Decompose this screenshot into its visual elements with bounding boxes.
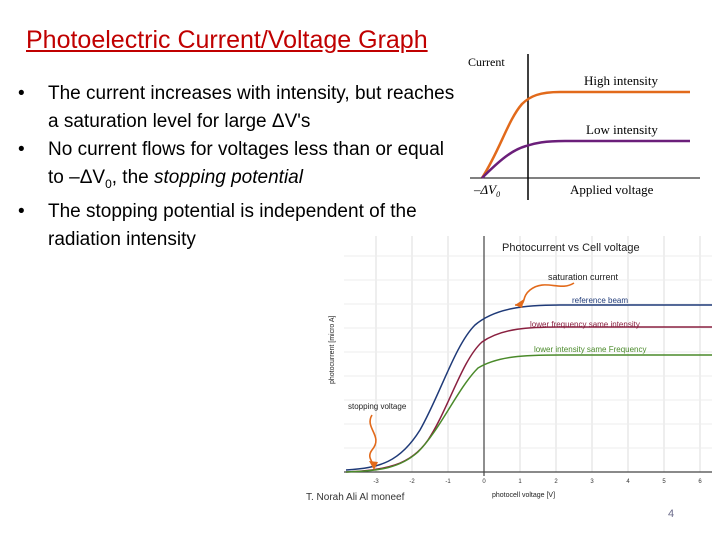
graph2-tick-label: 0 [482, 479, 486, 485]
graph1-y-label: Current [468, 55, 505, 69]
stopping-arrow-icon [368, 414, 377, 469]
svg-text:–ΔV0: –ΔV0 [473, 182, 500, 199]
lower-intensity-curve [345, 354, 712, 473]
graph2-tick-label: -1 [445, 479, 451, 485]
stopping-voltage-label: stopping voltage [348, 402, 407, 411]
graph2-grid [344, 236, 712, 472]
graph2-y-label: photocurrent [micro A] [329, 315, 336, 384]
high-intensity-curve [480, 90, 690, 179]
bullet-item: • The current increases with intensity, b… [18, 80, 458, 136]
graph2-tick-label: -2 [409, 479, 415, 485]
reference-label: reference beam [572, 296, 628, 305]
page-number: 4 [668, 508, 675, 520]
stop-potential-label: –ΔV [473, 182, 498, 197]
bullet-dot-icon: • [18, 83, 25, 104]
saturation-label: saturation current [548, 272, 619, 282]
graph2-tick-label: 1 [518, 479, 522, 485]
graph2-tick-label: -3 [373, 479, 379, 485]
graph2-tick-label: 6 [698, 479, 702, 485]
graph1-x-label: Applied voltage [570, 182, 654, 197]
graph2-tick-label: 4 [626, 479, 630, 485]
bullet-dot-icon: • [18, 139, 25, 160]
graph2-tick-label: 5 [662, 479, 666, 485]
bullet-dot-icon: • [18, 200, 25, 222]
low-intensity-curve [481, 139, 690, 179]
lower-frequency-label: lower frequency same intensity [530, 320, 640, 329]
low-intensity-label: Low intensity [586, 122, 658, 137]
slide-title: Photoelectric Current/Voltage Graph [26, 26, 428, 54]
saturation-arrow-icon [514, 282, 575, 306]
bullet-list: • The current increases with intensity, b… [18, 80, 458, 254]
graph2-x-ticks: -3 -2 -1 0 1 2 3 4 5 6 [373, 479, 702, 485]
footer-author: T. Norah Ali Al moneef [306, 492, 405, 503]
high-intensity-label: High intensity [584, 73, 659, 88]
lower-intensity-label: lower intensity same Frequency [534, 345, 647, 354]
reference-beam-curve [345, 304, 712, 471]
graph2-tick-label: 3 [590, 479, 594, 485]
bullet-item: • No current flows for voltages less than… [18, 136, 458, 198]
graph2-x-label: photocell voltage [V] [492, 492, 555, 499]
graph2-title: Photocurrent vs Cell voltage [502, 242, 640, 254]
bullet-item: • The stopping potential is independent o… [18, 198, 458, 254]
graph2-tick-label: 2 [554, 479, 558, 485]
